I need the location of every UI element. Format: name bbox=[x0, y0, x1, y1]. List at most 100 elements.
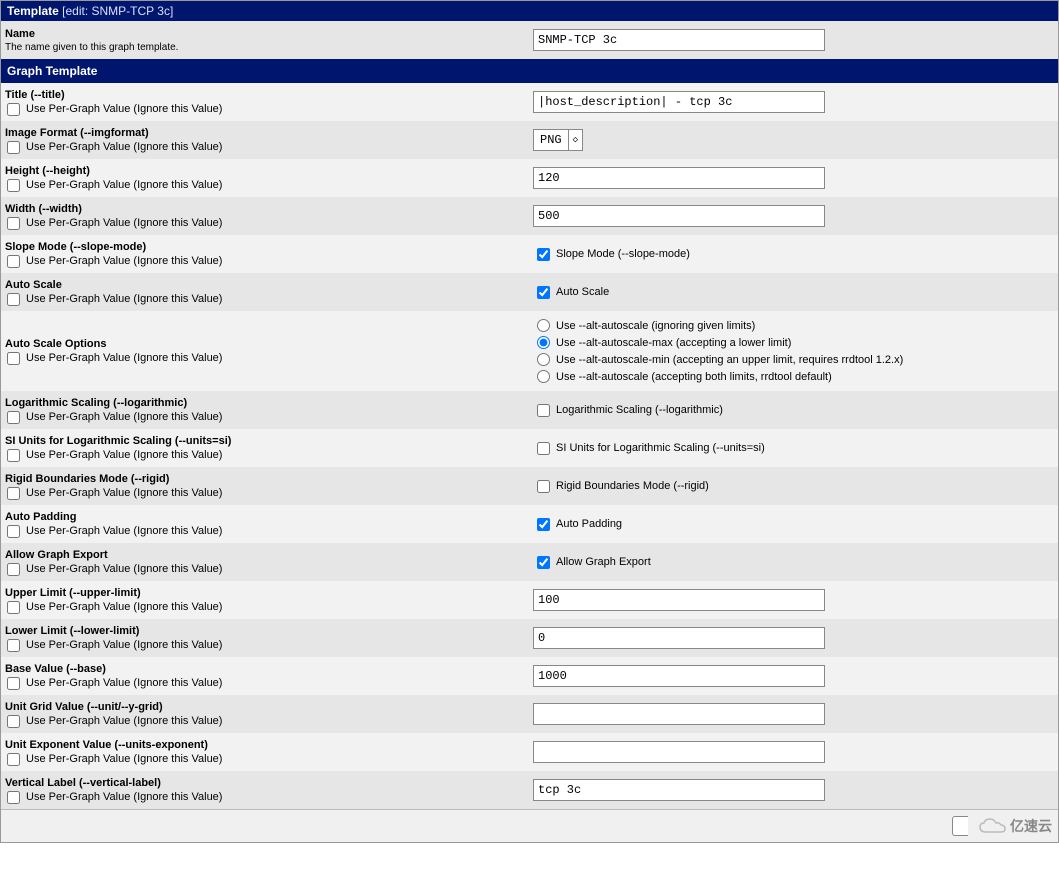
imgfmt-select-value: PNG bbox=[540, 133, 562, 147]
rigid-pergraph-label: Use Per-Graph Value (Ignore this Value) bbox=[26, 487, 222, 499]
width-pergraph-label: Use Per-Graph Value (Ignore this Value) bbox=[26, 217, 222, 229]
chevron-down-icon: ◇ bbox=[568, 130, 582, 150]
unitexp-pergraph-checkbox[interactable] bbox=[7, 753, 20, 766]
row-unitgrid: Unit Grid Value (--unit/--y-grid) Use Per… bbox=[1, 695, 1058, 733]
imgfmt-label: Image Format (--imgformat) bbox=[5, 127, 523, 139]
vlabel-input[interactable] bbox=[533, 779, 825, 801]
lower-input[interactable] bbox=[533, 627, 825, 649]
siunits-label: SI Units for Logarithmic Scaling (--unit… bbox=[5, 435, 523, 447]
row-name: Name The name given to this graph templa… bbox=[1, 21, 1058, 59]
autoscale-label: Auto Scale bbox=[5, 279, 523, 291]
siunits-pergraph-checkbox[interactable] bbox=[7, 449, 20, 462]
height-pergraph-label: Use Per-Graph Value (Ignore this Value) bbox=[26, 179, 222, 191]
row-width: Width (--width) Use Per-Graph Value (Igno… bbox=[1, 197, 1058, 235]
row-asopt: Auto Scale Options Use Per-Graph Value (I… bbox=[1, 311, 1058, 391]
export-checkbox[interactable] bbox=[537, 556, 550, 569]
height-pergraph-checkbox[interactable] bbox=[7, 179, 20, 192]
title-pergraph-checkbox[interactable] bbox=[7, 103, 20, 116]
rigid-checkbox-label: Rigid Boundaries Mode (--rigid) bbox=[556, 480, 709, 492]
base-pergraph-label: Use Per-Graph Value (Ignore this Value) bbox=[26, 677, 222, 689]
export-pergraph-checkbox[interactable] bbox=[7, 563, 20, 576]
lower-pergraph-label: Use Per-Graph Value (Ignore this Value) bbox=[26, 639, 222, 651]
header-title: Template bbox=[7, 4, 59, 18]
rigid-checkbox[interactable] bbox=[537, 480, 550, 493]
vlabel-pergraph-checkbox[interactable] bbox=[7, 791, 20, 804]
asopt-radio-label-0: Use --alt-autoscale (ignoring given limi… bbox=[556, 320, 755, 332]
unitgrid-label: Unit Grid Value (--unit/--y-grid) bbox=[5, 701, 523, 713]
asopt-radio-3[interactable] bbox=[537, 370, 550, 383]
unitgrid-pergraph-checkbox[interactable] bbox=[7, 715, 20, 728]
row-lower: Lower Limit (--lower-limit) Use Per-Graph… bbox=[1, 619, 1058, 657]
height-input[interactable] bbox=[533, 167, 825, 189]
row-unitexp: Unit Exponent Value (--units-exponent)Us… bbox=[1, 733, 1058, 771]
vlabel-pergraph-label: Use Per-Graph Value (Ignore this Value) bbox=[26, 791, 222, 803]
row-upper: Upper Limit (--upper-limit)Use Per-Graph… bbox=[1, 581, 1058, 619]
upper-input[interactable] bbox=[533, 589, 825, 611]
log-pergraph-checkbox[interactable] bbox=[7, 411, 20, 424]
autoscale-checkbox-label: Auto Scale bbox=[556, 286, 609, 298]
asopt-pergraph-checkbox[interactable] bbox=[7, 352, 20, 365]
row-log: Logarithmic Scaling (--logarithmic) Use P… bbox=[1, 391, 1058, 429]
upper-pergraph-label: Use Per-Graph Value (Ignore this Value) bbox=[26, 601, 222, 613]
row-autoscale: Auto Scale Use Per-Graph Value (Ignore th… bbox=[1, 273, 1058, 311]
export-label: Allow Graph Export bbox=[5, 549, 523, 561]
siunits-pergraph-label: Use Per-Graph Value (Ignore this Value) bbox=[26, 449, 222, 461]
row-height: Height (--height) Use Per-Graph Value (Ig… bbox=[1, 159, 1058, 197]
autoscale-checkbox[interactable] bbox=[537, 286, 550, 299]
row-base: Base Value (--base)Use Per-Graph Value (… bbox=[1, 657, 1058, 695]
vlabel-label: Vertical Label (--vertical-label) bbox=[5, 777, 523, 789]
log-pergraph-label: Use Per-Graph Value (Ignore this Value) bbox=[26, 411, 222, 423]
width-pergraph-checkbox[interactable] bbox=[7, 217, 20, 230]
slope-pergraph-label: Use Per-Graph Value (Ignore this Value) bbox=[26, 255, 222, 267]
log-checkbox-label: Logarithmic Scaling (--logarithmic) bbox=[556, 404, 723, 416]
autopad-pergraph-checkbox[interactable] bbox=[7, 525, 20, 538]
title-input[interactable] bbox=[533, 91, 825, 113]
asopt-radio-0[interactable] bbox=[537, 319, 550, 332]
asopt-label: Auto Scale Options bbox=[5, 338, 523, 350]
row-export: Allow Graph ExportUse Per-Graph Value (I… bbox=[1, 543, 1058, 581]
imgfmt-pergraph-label: Use Per-Graph Value (Ignore this Value) bbox=[26, 141, 222, 153]
footer-input-stub[interactable] bbox=[952, 816, 968, 836]
autoscale-pergraph-label: Use Per-Graph Value (Ignore this Value) bbox=[26, 293, 222, 305]
log-checkbox[interactable] bbox=[537, 404, 550, 417]
asopt-radio-2[interactable] bbox=[537, 353, 550, 366]
autopad-pergraph-label: Use Per-Graph Value (Ignore this Value) bbox=[26, 525, 222, 537]
width-label: Width (--width) bbox=[5, 203, 523, 215]
rigid-label: Rigid Boundaries Mode (--rigid) bbox=[5, 473, 523, 485]
autopad-label: Auto Padding bbox=[5, 511, 523, 523]
base-input[interactable] bbox=[533, 665, 825, 687]
imgfmt-select[interactable]: PNG ◇ bbox=[533, 129, 583, 151]
template-header: Template [edit: SNMP-TCP 3c] bbox=[1, 1, 1058, 21]
asopt-pergraph-label: Use Per-Graph Value (Ignore this Value) bbox=[26, 352, 222, 364]
header-suffix: [edit: SNMP-TCP 3c] bbox=[62, 4, 173, 18]
width-input[interactable] bbox=[533, 205, 825, 227]
name-input[interactable] bbox=[533, 29, 825, 51]
unitexp-input[interactable] bbox=[533, 741, 825, 763]
unitgrid-pergraph-label: Use Per-Graph Value (Ignore this Value) bbox=[26, 715, 222, 727]
lower-label: Lower Limit (--lower-limit) bbox=[5, 625, 523, 637]
section-graph-template: Graph Template bbox=[1, 59, 1058, 83]
autopad-checkbox-label: Auto Padding bbox=[556, 518, 622, 530]
row-autopad: Auto Padding Use Per-Graph Value (Ignore … bbox=[1, 505, 1058, 543]
asopt-radio-1[interactable] bbox=[537, 336, 550, 349]
imgfmt-pergraph-checkbox[interactable] bbox=[7, 141, 20, 154]
siunits-checkbox[interactable] bbox=[537, 442, 550, 455]
slope-label: Slope Mode (--slope-mode) bbox=[5, 241, 523, 253]
base-pergraph-checkbox[interactable] bbox=[7, 677, 20, 690]
rigid-pergraph-checkbox[interactable] bbox=[7, 487, 20, 500]
autoscale-pergraph-checkbox[interactable] bbox=[7, 293, 20, 306]
row-siunits: SI Units for Logarithmic Scaling (--unit… bbox=[1, 429, 1058, 467]
unitgrid-input[interactable] bbox=[533, 703, 825, 725]
autopad-checkbox[interactable] bbox=[537, 518, 550, 531]
slope-checkbox[interactable] bbox=[537, 248, 550, 261]
name-desc: The name given to this graph template. bbox=[5, 42, 523, 53]
unitexp-label: Unit Exponent Value (--units-exponent) bbox=[5, 739, 523, 751]
cloud-icon bbox=[978, 817, 1006, 835]
lower-pergraph-checkbox[interactable] bbox=[7, 639, 20, 652]
height-label: Height (--height) bbox=[5, 165, 523, 177]
upper-pergraph-checkbox[interactable] bbox=[7, 601, 20, 614]
slope-pergraph-checkbox[interactable] bbox=[7, 255, 20, 268]
title-pergraph-label: Use Per-Graph Value (Ignore this Value) bbox=[26, 103, 222, 115]
log-label: Logarithmic Scaling (--logarithmic) bbox=[5, 397, 523, 409]
footer-bar: 亿速云 bbox=[1, 809, 1058, 842]
